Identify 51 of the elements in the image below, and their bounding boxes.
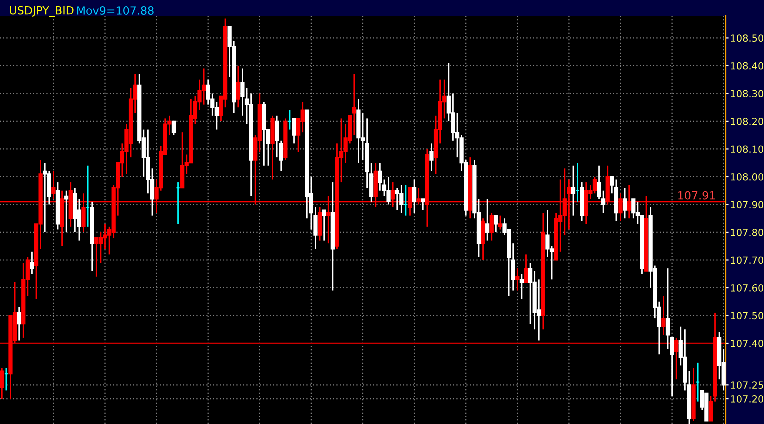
y-tick-label: 107.80 <box>731 228 764 236</box>
candlestick <box>292 118 296 144</box>
candlestick <box>486 198 490 242</box>
candlestick <box>494 215 498 234</box>
y-tick-label: 108.00 <box>731 173 764 181</box>
candlestick <box>662 296 666 336</box>
candlestick <box>64 190 69 234</box>
candlestick <box>395 187 400 211</box>
y-tick-label: 107.70 <box>731 256 764 264</box>
candlestick <box>498 215 503 230</box>
candlestick <box>322 210 326 242</box>
chart-subtitle: Mov9=107.88 <box>77 6 154 15</box>
candlestick <box>236 65 240 108</box>
candlestick <box>94 237 99 278</box>
candlestick <box>520 273 524 300</box>
candlestick <box>172 120 176 136</box>
y-tick-label: 108.40 <box>731 62 764 70</box>
y-tick-label: 108.10 <box>731 146 764 154</box>
candlestick <box>386 176 391 206</box>
y-tick-label: 107.20 <box>731 396 764 403</box>
y-tick-label: 107.90 <box>731 201 764 209</box>
candlestick <box>524 254 528 284</box>
candlestick <box>622 187 628 220</box>
candlestick <box>412 179 417 214</box>
candlestick <box>490 212 494 242</box>
ref-line-label: 107.91 <box>678 191 716 200</box>
candlestick <box>318 206 322 242</box>
candlestick <box>52 170 56 200</box>
y-tick-label: 107.40 <box>731 340 764 348</box>
candlestick <box>0 368 4 400</box>
y-tick-label: 107.60 <box>731 284 764 292</box>
candlestick <box>180 132 185 189</box>
candlestick <box>481 218 486 261</box>
candlestick <box>516 268 520 292</box>
candlestick <box>571 165 576 217</box>
y-tick-label: 108.30 <box>731 90 764 98</box>
candlestick <box>17 306 22 342</box>
candlestick <box>421 198 426 211</box>
candlestick <box>378 162 382 192</box>
y-tick-label: 108.50 <box>731 34 764 42</box>
candlestick <box>400 184 404 214</box>
candlestick <box>30 251 34 275</box>
candlestick <box>430 142 434 172</box>
candlestick <box>300 101 305 134</box>
y-tick-label: 107.25 <box>731 382 764 389</box>
candlestick <box>618 192 623 222</box>
y-tick-label: 108.20 <box>731 118 764 126</box>
candlestick <box>43 162 48 234</box>
chart-title: USDJPY_BID <box>10 6 74 18</box>
y-tick-label: 107.50 <box>731 312 764 320</box>
candlestick <box>674 337 679 380</box>
